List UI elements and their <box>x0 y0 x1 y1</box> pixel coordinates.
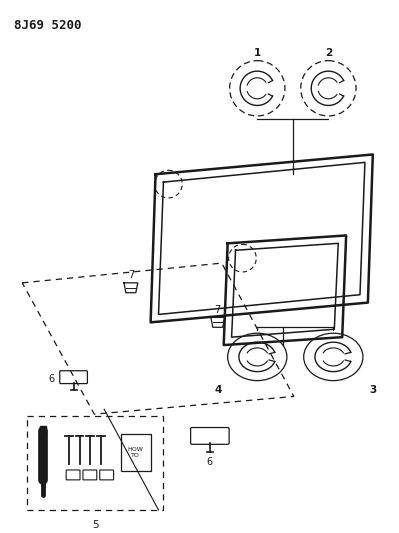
Text: 7: 7 <box>128 270 134 280</box>
Text: 6: 6 <box>207 457 213 466</box>
Text: 4: 4 <box>214 385 221 395</box>
Text: 8J69 5200: 8J69 5200 <box>14 19 82 32</box>
Text: HOW
TO: HOW TO <box>128 447 144 458</box>
Bar <box>40 426 46 433</box>
Text: 2: 2 <box>325 48 332 58</box>
Text: 5: 5 <box>92 520 99 530</box>
Text: 3: 3 <box>369 385 376 395</box>
Bar <box>27 416 164 510</box>
Text: 6: 6 <box>49 374 55 384</box>
Bar <box>121 434 150 472</box>
Text: 1: 1 <box>254 48 261 58</box>
Text: 7: 7 <box>215 304 221 314</box>
